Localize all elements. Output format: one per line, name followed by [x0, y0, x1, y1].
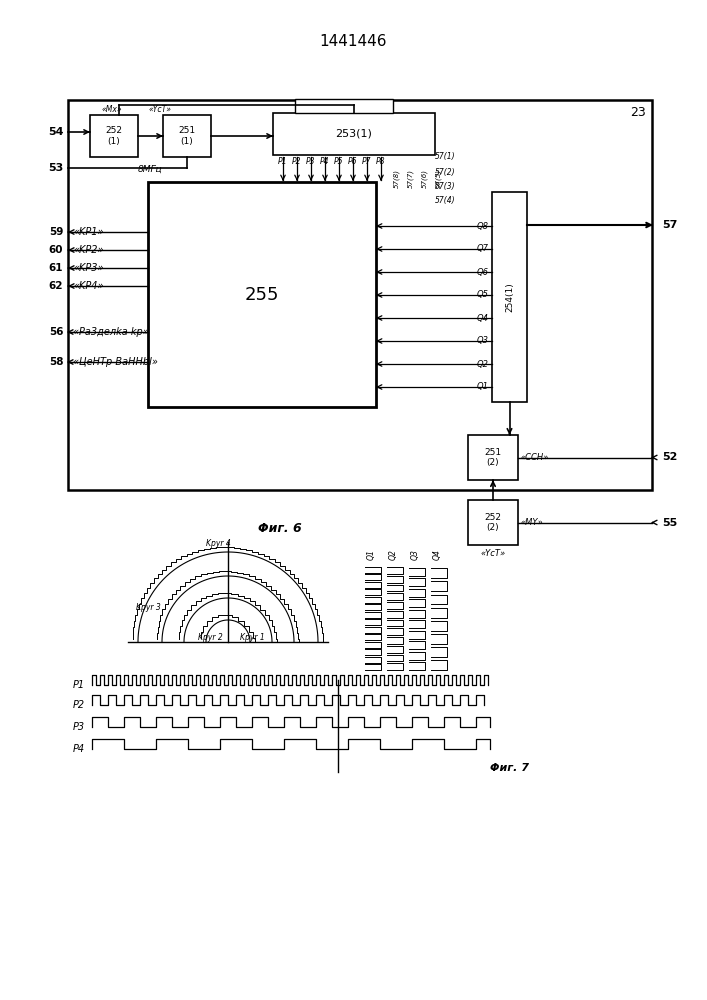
- Text: 62: 62: [49, 281, 63, 291]
- Text: 57(3): 57(3): [435, 182, 455, 190]
- Text: Q1: Q1: [477, 382, 489, 391]
- Text: 57(6): 57(6): [422, 168, 428, 188]
- Bar: [492, 192, 527, 402]
- Text: P2: P2: [292, 157, 302, 166]
- Text: P1: P1: [73, 680, 85, 690]
- Text: P4: P4: [73, 744, 85, 754]
- Text: Q2: Q2: [477, 360, 489, 368]
- Text: P3: P3: [73, 722, 85, 732]
- Text: Q7: Q7: [477, 244, 489, 253]
- Text: Kpyr 4: Kpyr 4: [206, 540, 230, 548]
- Text: 255: 255: [245, 286, 279, 304]
- Bar: [273, 113, 435, 155]
- Text: Φиг. 6: Φиг. 6: [258, 522, 302, 534]
- Text: 57(1): 57(1): [435, 152, 455, 161]
- Text: 59: 59: [49, 227, 63, 237]
- Text: 253(1): 253(1): [336, 129, 373, 139]
- Text: 57(8): 57(8): [394, 168, 400, 188]
- Text: Q8: Q8: [477, 222, 489, 231]
- Text: P2: P2: [73, 700, 85, 710]
- Text: Q2: Q2: [389, 550, 397, 560]
- Text: Φиг. 7: Φиг. 7: [490, 763, 529, 773]
- Text: Q3: Q3: [477, 336, 489, 346]
- Bar: [90, 115, 138, 157]
- Text: «KP4»: «KP4»: [73, 281, 103, 291]
- Text: Kpyr 1: Kpyr 1: [240, 633, 264, 642]
- Text: P5: P5: [334, 157, 344, 166]
- Text: P7: P7: [362, 157, 372, 166]
- Text: 55: 55: [662, 518, 677, 528]
- Text: «YcT»: «YcT»: [148, 104, 172, 113]
- Text: 251
(1): 251 (1): [178, 126, 196, 146]
- Text: P6: P6: [349, 157, 358, 166]
- Text: 53: 53: [48, 163, 64, 173]
- Text: Q3: Q3: [411, 550, 419, 560]
- Bar: [68, 100, 652, 490]
- Text: Q5: Q5: [477, 290, 489, 300]
- Text: «YcT»: «YcT»: [481, 550, 506, 558]
- Text: 8MГц: 8MГц: [138, 164, 163, 174]
- Text: 60: 60: [49, 245, 63, 255]
- Text: «KP1»: «KP1»: [73, 227, 103, 237]
- Text: «KP3»: «KP3»: [73, 263, 103, 273]
- Text: «MY»: «MY»: [520, 518, 543, 527]
- Text: «Pa3дeлka kp»: «Pa3дeлka kp»: [73, 327, 148, 337]
- Text: P1: P1: [279, 157, 288, 166]
- Text: 252
(2): 252 (2): [484, 513, 501, 532]
- Bar: [163, 115, 211, 157]
- Text: 57: 57: [662, 220, 677, 230]
- Text: 57(2): 57(2): [435, 167, 455, 176]
- Text: 57(4): 57(4): [435, 196, 455, 205]
- Text: «Mx»: «Mx»: [102, 104, 122, 113]
- Text: «KP2»: «KP2»: [73, 245, 103, 255]
- Text: P8: P8: [376, 157, 386, 166]
- Text: 1441446: 1441446: [320, 34, 387, 49]
- Text: «ЦeHTp BaHHbl»: «ЦeHTp BaHHbl»: [73, 357, 158, 367]
- Text: 61: 61: [49, 263, 63, 273]
- Bar: [295, 99, 393, 113]
- Text: 52: 52: [662, 452, 677, 462]
- Text: 254(1): 254(1): [505, 282, 514, 312]
- Text: Q6: Q6: [477, 267, 489, 276]
- Text: Q1: Q1: [366, 550, 375, 560]
- Bar: [468, 500, 518, 545]
- Text: 54: 54: [48, 127, 64, 137]
- Text: 57(5): 57(5): [436, 168, 443, 188]
- Text: Kpyr 2: Kpyr 2: [198, 633, 223, 642]
- Text: 58: 58: [49, 357, 63, 367]
- Text: Kpyr 3: Kpyr 3: [136, 602, 160, 611]
- Bar: [148, 182, 376, 407]
- Text: Q4: Q4: [433, 550, 441, 560]
- Text: 57(7): 57(7): [408, 168, 414, 188]
- Text: P3: P3: [306, 157, 316, 166]
- Text: 23: 23: [630, 105, 646, 118]
- Text: 252
(1): 252 (1): [105, 126, 122, 146]
- Text: «CCH»: «CCH»: [520, 453, 548, 462]
- Text: 251
(2): 251 (2): [484, 448, 501, 467]
- Bar: [468, 435, 518, 480]
- Text: Q4: Q4: [477, 314, 489, 322]
- Text: P4: P4: [320, 157, 329, 166]
- Text: 56: 56: [49, 327, 63, 337]
